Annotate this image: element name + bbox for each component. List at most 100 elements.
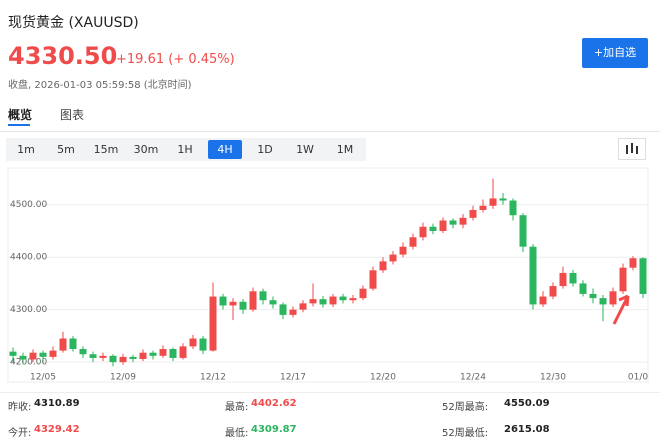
candle-body — [369, 270, 377, 289]
candle-body — [99, 355, 107, 358]
interval[interactable]: 1M — [336, 143, 354, 156]
tab[interactable]: 图表 — [60, 108, 85, 122]
candle-body — [409, 237, 417, 247]
candle-body — [49, 350, 57, 357]
candle-body — [509, 200, 517, 216]
candle-body — [499, 198, 507, 201]
candle-body — [639, 258, 647, 294]
candle-body — [209, 296, 217, 351]
title: 现货黄金 (XAUUSD) — [8, 15, 139, 31]
interval[interactable]: 5m — [57, 143, 75, 156]
stat-label: 最低: — [225, 428, 249, 439]
candle-body — [449, 220, 457, 225]
candle-body — [109, 355, 117, 363]
candle-body — [559, 272, 567, 287]
stat-value: 4329.42 — [34, 424, 80, 435]
candle-body — [489, 198, 497, 206]
candle-body — [469, 209, 477, 218]
candle-body — [119, 356, 127, 363]
stat-label: 今开: — [8, 428, 32, 439]
candle-body — [429, 226, 437, 231]
candle-body — [479, 205, 487, 210]
candle-body — [219, 296, 227, 306]
candle-body — [149, 352, 157, 356]
candle-body — [249, 291, 257, 310]
chart-style-button[interactable] — [618, 138, 646, 160]
candle-body — [529, 246, 537, 305]
candle-body — [29, 352, 37, 360]
candle-body — [439, 220, 447, 231]
candle-body — [549, 286, 557, 297]
candle-body — [139, 352, 147, 359]
candle-body — [169, 349, 177, 358]
candle-body — [599, 298, 607, 305]
change: +19.61 (+ 0.45%) — [116, 52, 235, 67]
candle-body — [89, 354, 97, 358]
candle-body — [319, 299, 327, 305]
candle-body — [389, 254, 397, 262]
candle-body — [129, 356, 137, 359]
candle-body — [629, 258, 637, 268]
interval[interactable]: 1m — [17, 143, 35, 156]
candle-body — [299, 303, 307, 310]
interval[interactable]: 15m — [93, 143, 119, 156]
candle-body — [9, 351, 17, 356]
candle-body — [189, 338, 197, 347]
interval[interactable]: 4H — [208, 140, 242, 159]
candle-body — [239, 301, 247, 310]
candle-body — [59, 338, 67, 351]
candle-body — [339, 296, 347, 301]
interval[interactable]: 1W — [296, 143, 314, 156]
divider — [0, 131, 660, 132]
candle-body — [619, 267, 627, 292]
stat-value: 4310.89 — [34, 398, 80, 409]
y-tick-label: 4500.00 — [10, 200, 47, 210]
x-tick-label: 12/12 — [200, 373, 226, 383]
candle-body — [609, 291, 617, 305]
candle-body — [419, 226, 427, 238]
interval[interactable]: 1H — [177, 143, 193, 156]
candle-body — [349, 298, 357, 301]
stat-value: 4550.09 — [504, 398, 550, 409]
stat-label: 52周最低: — [442, 428, 489, 439]
candle-body — [309, 299, 317, 304]
y-tick-label: 4400.00 — [10, 253, 47, 263]
x-tick-label: 12/24 — [460, 373, 486, 383]
x-tick-label: 12/20 — [370, 373, 396, 383]
candle-body — [359, 288, 367, 299]
candle-body — [329, 296, 337, 305]
add-watchlist[interactable]: +加自选 — [582, 38, 648, 68]
candle-body — [289, 309, 297, 315]
candle-body — [229, 301, 237, 306]
annotation-arrow — [612, 294, 630, 325]
x-tick-label: 01/0 — [628, 373, 648, 383]
interval[interactable]: 30m — [133, 143, 159, 156]
stat-label: 52周最高: — [442, 402, 489, 413]
stat-label: 昨收: — [8, 402, 32, 413]
x-tick-label: 12/17 — [280, 373, 306, 383]
candle-body — [379, 261, 387, 271]
y-tick-label: 4300.00 — [10, 305, 47, 315]
candle-body — [19, 355, 27, 360]
stat-label: 最高: — [225, 402, 249, 413]
chart-frame — [7, 167, 649, 383]
y-tick-label: 4200.00 — [10, 358, 47, 368]
interval[interactable]: 1D — [257, 143, 273, 156]
candle-body — [259, 291, 267, 301]
candle-body — [279, 304, 287, 315]
stat-value: 4309.87 — [251, 424, 297, 435]
x-tick-label: 12/30 — [540, 373, 566, 383]
tab[interactable]: 概览 — [8, 108, 33, 122]
tab-underline — [8, 124, 30, 126]
candle-body — [269, 300, 277, 305]
candle-body — [589, 293, 597, 299]
candle-body — [159, 349, 167, 356]
candle-body — [79, 349, 87, 355]
icon — [626, 143, 638, 154]
stat-value: 4402.62 — [251, 398, 297, 409]
candle-body — [579, 283, 587, 294]
candle-body — [399, 246, 407, 255]
divider — [0, 392, 660, 393]
chart: 4200.00 4300.00 4400.00 4500.00 12/05 12/09 12… — [7, 167, 649, 383]
